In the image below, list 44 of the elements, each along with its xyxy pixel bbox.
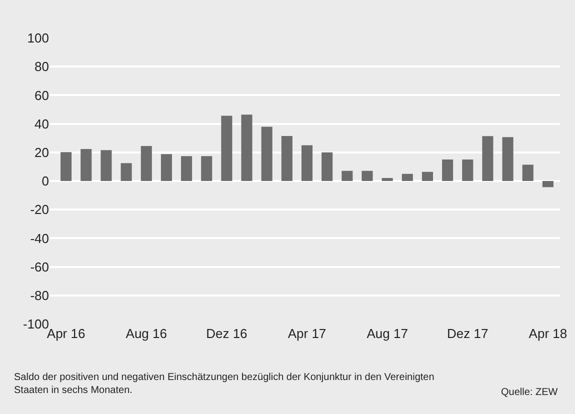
x-tick-label: Dez 17	[447, 326, 488, 341]
x-tick-label: Dez 16	[206, 326, 248, 341]
bar	[160, 154, 172, 181]
y-tick-label: 100	[27, 30, 49, 46]
bar	[362, 170, 373, 181]
y-tick-label: -80	[30, 288, 49, 303]
bar	[502, 137, 514, 181]
y-tick-label: 40	[34, 116, 49, 132]
bar	[201, 156, 212, 181]
y-tick-label: 80	[34, 59, 49, 74]
bar	[100, 150, 112, 181]
x-tick-label: Apr 18	[528, 326, 568, 341]
bar	[60, 152, 72, 181]
bar	[482, 136, 494, 181]
y-tick-label: 0	[42, 174, 49, 189]
bar	[281, 136, 292, 181]
x-tick-label: Aug 17	[366, 326, 408, 341]
text: Saldo der positiven und negativen Einschätzungen bezüglich der Konjunktur in den Vereinigten Staaten in sechs Monaten.	[14, 372, 434, 396]
y-tick-label: -20	[30, 202, 49, 218]
y-tick-label: -100	[22, 316, 49, 332]
bar	[261, 126, 272, 181]
bar	[402, 174, 413, 181]
bar	[542, 181, 554, 188]
bar	[442, 160, 454, 181]
bar	[221, 116, 232, 181]
bar	[120, 163, 132, 181]
x-tick-label: Apr 17	[288, 326, 326, 341]
bar	[301, 145, 313, 181]
bar	[522, 164, 534, 181]
bar	[342, 170, 353, 181]
bar	[382, 178, 393, 181]
bar	[322, 152, 333, 181]
bar	[140, 146, 152, 181]
source-note: Quelle: ZEW	[501, 387, 558, 398]
bar	[422, 172, 433, 181]
bar	[181, 156, 192, 181]
y-tick-label: -40	[30, 230, 49, 246]
bar	[462, 160, 474, 181]
x-tick-label: Aug 16	[126, 326, 167, 341]
bar	[80, 148, 92, 181]
y-tick-label: 60	[34, 88, 49, 103]
y-tick-label: -60	[30, 259, 49, 274]
bar	[241, 114, 252, 181]
y-tick-label: 20	[34, 144, 49, 160]
